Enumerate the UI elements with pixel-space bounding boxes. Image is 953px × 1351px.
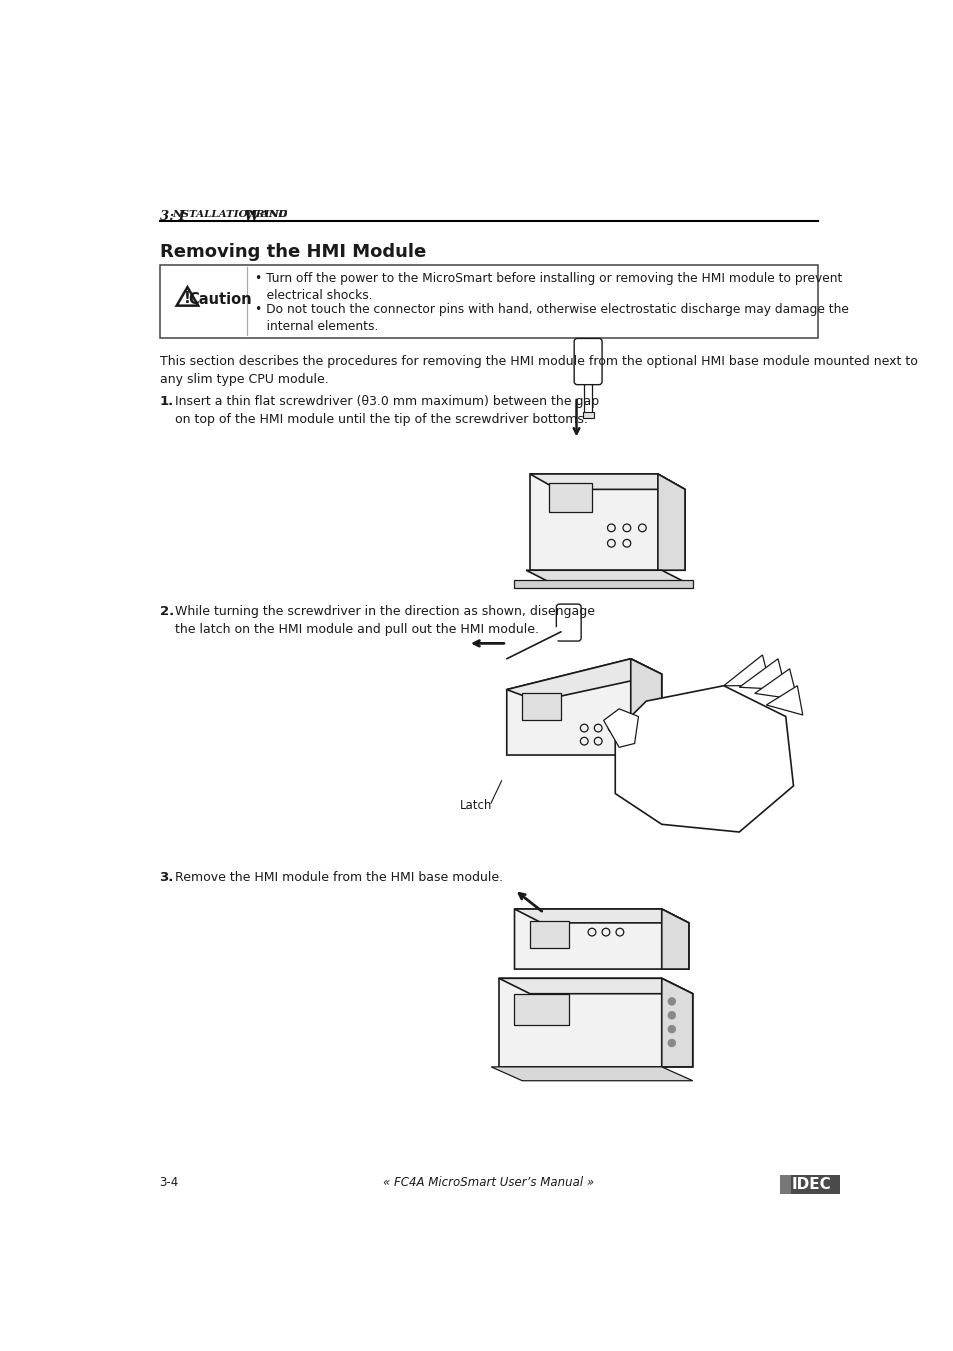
Circle shape: [667, 1025, 675, 1034]
Text: IRING: IRING: [251, 209, 288, 219]
Polygon shape: [615, 686, 793, 832]
Circle shape: [667, 1039, 675, 1047]
Text: This section describes the procedures for removing the HMI module from the optio: This section describes the procedures fo…: [159, 354, 917, 385]
Bar: [582, 412, 593, 417]
Text: Latch: Latch: [459, 800, 492, 812]
Polygon shape: [630, 659, 661, 755]
Text: « FC4A MicroSmart User’s Manual »: « FC4A MicroSmart User’s Manual »: [383, 1175, 594, 1189]
Polygon shape: [514, 909, 688, 969]
Text: Insert a thin flat screwdriver (θ3.0 mm maximum) between the gap
on top of the H: Insert a thin flat screwdriver (θ3.0 mm …: [174, 394, 598, 426]
Bar: [159, 265, 818, 338]
Circle shape: [667, 997, 675, 1005]
Text: Remove the HMI module from the HMI base module.: Remove the HMI module from the HMI base …: [174, 870, 502, 884]
Polygon shape: [530, 474, 684, 489]
Text: NSTALLATION AND: NSTALLATION AND: [172, 209, 287, 219]
Polygon shape: [661, 978, 692, 1067]
Bar: [530, 920, 568, 947]
Bar: [780, 1174, 790, 1194]
Text: !: !: [184, 290, 191, 305]
Polygon shape: [739, 659, 785, 689]
Bar: [514, 580, 692, 588]
Polygon shape: [506, 659, 661, 755]
Bar: [521, 693, 560, 720]
Circle shape: [667, 1012, 675, 1019]
Polygon shape: [603, 709, 638, 747]
Polygon shape: [530, 474, 684, 570]
Text: 1.: 1.: [159, 394, 173, 408]
Text: W: W: [240, 209, 259, 223]
Bar: [514, 994, 568, 1024]
Bar: [549, 484, 592, 512]
FancyBboxPatch shape: [556, 604, 580, 642]
Text: 3: I: 3: I: [159, 209, 184, 223]
Polygon shape: [754, 669, 797, 700]
Text: • Do not touch the connector pins with hand, otherwise electrostatic discharge m: • Do not touch the connector pins with h…: [254, 303, 848, 334]
Text: IDEC: IDEC: [791, 1177, 830, 1192]
Polygon shape: [514, 909, 688, 923]
Text: 3-4: 3-4: [159, 1175, 178, 1189]
Polygon shape: [491, 1067, 692, 1081]
Text: • Turn off the power to the MicroSmart before installing or removing the HMI mod: • Turn off the power to the MicroSmart b…: [254, 273, 841, 303]
Polygon shape: [525, 570, 688, 584]
FancyBboxPatch shape: [574, 339, 601, 385]
Text: Removing the HMI Module: Removing the HMI Module: [159, 243, 425, 261]
Bar: [583, 354, 592, 416]
Polygon shape: [498, 978, 692, 1067]
Polygon shape: [506, 659, 661, 701]
Text: 3.: 3.: [159, 870, 173, 884]
Text: While turning the screwdriver in the direction as shown, disengage
the latch on : While turning the screwdriver in the dir…: [174, 605, 595, 636]
Polygon shape: [658, 474, 684, 570]
Bar: [781, 1174, 840, 1194]
Text: Caution: Caution: [188, 292, 252, 307]
Text: 2.: 2.: [159, 605, 173, 617]
Polygon shape: [498, 978, 692, 994]
Polygon shape: [765, 686, 802, 715]
Polygon shape: [723, 655, 769, 686]
Polygon shape: [661, 909, 688, 969]
